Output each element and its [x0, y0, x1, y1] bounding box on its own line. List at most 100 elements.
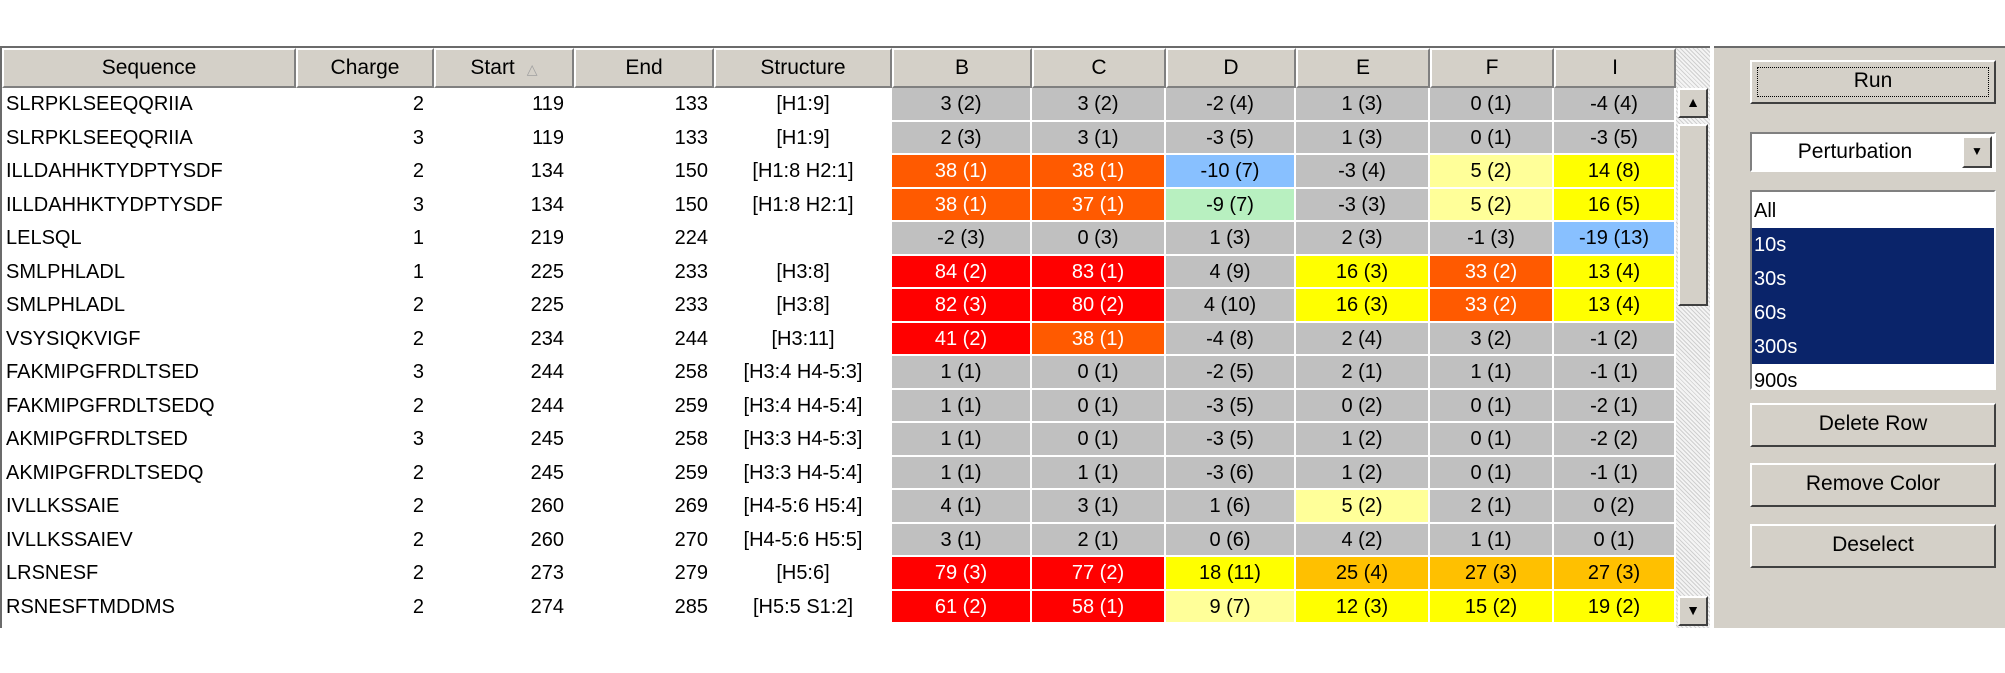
value-cell[interactable]: 25 (4) [1296, 557, 1430, 591]
value-cell[interactable]: 4 (1) [892, 490, 1032, 524]
table-row[interactable]: SMLPHLADL 2 225 233 [H3:8] 82 (3) 80 (2) 4 (10)… [2, 289, 1676, 323]
table-row[interactable]: LRSNESF 2 273 279 [H5:6] 79 (3) 77 (2) 18 (11) 2… [2, 557, 1676, 591]
value-cell[interactable]: 2 (4) [1296, 322, 1430, 356]
value-cell[interactable]: -2 (2) [1554, 423, 1676, 457]
table-row[interactable]: ILLDAHHKTYDPTYSDF 2 134 150 [H1:8 H2:1] 38 (1… [2, 155, 1676, 189]
value-cell[interactable]: 0 (1) [1430, 88, 1554, 122]
value-cell[interactable]: 0 (1) [1430, 456, 1554, 490]
value-cell[interactable]: 13 (4) [1554, 289, 1676, 323]
value-cell[interactable]: 3 (1) [1032, 490, 1166, 524]
value-cell[interactable]: 33 (2) [1430, 289, 1554, 323]
value-cell[interactable]: 0 (1) [1032, 356, 1166, 390]
value-cell[interactable]: 41 (2) [892, 322, 1032, 356]
value-cell[interactable]: 0 (6) [1166, 523, 1296, 557]
value-cell[interactable]: 18 (11) [1166, 557, 1296, 591]
value-cell[interactable]: 0 (2) [1296, 389, 1430, 423]
value-cell[interactable]: 2 (1) [1430, 490, 1554, 524]
value-cell[interactable]: 1 (1) [892, 389, 1032, 423]
value-cell[interactable]: 38 (1) [1032, 322, 1166, 356]
value-cell[interactable]: -10 (7) [1166, 155, 1296, 189]
value-cell[interactable]: -2 (1) [1554, 389, 1676, 423]
value-cell[interactable]: 16 (5) [1554, 188, 1676, 222]
value-cell[interactable]: -3 (5) [1166, 423, 1296, 457]
value-cell[interactable]: 1 (1) [892, 356, 1032, 390]
value-cell[interactable]: 58 (1) [1032, 590, 1166, 624]
column-header-end[interactable]: End [574, 48, 714, 88]
column-header-structure[interactable]: Structure [714, 48, 892, 88]
table-row[interactable]: SLRPKLSEEQQRIIA 2 119 133 [H1:9] 3 (2) 3 (2) -2… [2, 88, 1676, 122]
value-cell[interactable]: 1 (2) [1296, 456, 1430, 490]
value-cell[interactable]: 15 (2) [1430, 590, 1554, 624]
value-cell[interactable]: 16 (3) [1296, 289, 1430, 323]
value-cell[interactable]: -4 (4) [1554, 88, 1676, 122]
value-cell[interactable]: 0 (1) [1430, 389, 1554, 423]
column-header-i[interactable]: I [1554, 48, 1676, 88]
value-cell[interactable]: 0 (1) [1430, 121, 1554, 155]
value-cell[interactable]: 3 (1) [1032, 121, 1166, 155]
value-cell[interactable]: 3 (2) [1032, 88, 1166, 122]
value-cell[interactable]: 27 (3) [1430, 557, 1554, 591]
column-header-f[interactable]: F [1430, 48, 1554, 88]
table-row[interactable]: AKMIPGFRDLTSEDQ 2 245 259 [H3:3 H4-5:4] 1 (1)… [2, 456, 1676, 490]
mode-select[interactable]: Perturbation ▼ [1750, 132, 1996, 172]
value-cell[interactable]: 4 (9) [1166, 255, 1296, 289]
value-cell[interactable]: 5 (2) [1430, 155, 1554, 189]
value-cell[interactable]: -3 (4) [1296, 155, 1430, 189]
value-cell[interactable]: 1 (1) [1430, 523, 1554, 557]
value-cell[interactable]: 4 (2) [1296, 523, 1430, 557]
table-row[interactable]: IVLLKSSAIEV 2 260 270 [H4-5:6 H5:5] 3 (1) 2 (1… [2, 523, 1676, 557]
deselect-button[interactable]: Deselect [1750, 524, 1996, 568]
value-cell[interactable]: -3 (3) [1296, 188, 1430, 222]
time-point-list[interactable]: All10s30s60s300s900s3600s [1750, 190, 1996, 426]
dropdown-arrow-icon[interactable]: ▼ [1962, 136, 1992, 168]
value-cell[interactable]: 3 (1) [892, 523, 1032, 557]
run-button[interactable]: Run [1750, 60, 1996, 104]
value-cell[interactable]: -1 (1) [1554, 456, 1676, 490]
column-header-e[interactable]: E [1296, 48, 1430, 88]
value-cell[interactable]: 0 (1) [1032, 389, 1166, 423]
time-list-item[interactable]: 30s [1752, 262, 1994, 296]
time-list-item[interactable]: 900s [1754, 370, 1798, 392]
time-list-item[interactable]: 60s [1752, 296, 1994, 330]
value-cell[interactable]: 37 (1) [1032, 188, 1166, 222]
column-header-sequence[interactable]: Sequence [2, 48, 296, 88]
value-cell[interactable]: 2 (3) [1296, 222, 1430, 256]
value-cell[interactable]: 38 (1) [892, 188, 1032, 222]
column-header-start[interactable]: Start △ [434, 48, 574, 88]
value-cell[interactable]: 14 (8) [1554, 155, 1676, 189]
value-cell[interactable]: -3 (5) [1166, 121, 1296, 155]
value-cell[interactable]: -2 (5) [1166, 356, 1296, 390]
time-list-item[interactable]: 10s [1752, 228, 1994, 262]
table-row[interactable]: AKMIPGFRDLTSED 3 245 258 [H3:3 H4-5:3] 1 (1) 0… [2, 423, 1676, 457]
table-row[interactable]: SLRPKLSEEQQRIIA 3 119 133 [H1:9] 2 (3) 3 (1) -3… [2, 121, 1676, 155]
value-cell[interactable]: 27 (3) [1554, 557, 1676, 591]
value-cell[interactable]: 3 (2) [892, 88, 1032, 122]
value-cell[interactable]: 1 (6) [1166, 490, 1296, 524]
value-cell[interactable]: 84 (2) [892, 255, 1032, 289]
value-cell[interactable]: 19 (2) [1554, 590, 1676, 624]
value-cell[interactable]: -4 (8) [1166, 322, 1296, 356]
value-cell[interactable]: 2 (1) [1032, 523, 1166, 557]
column-header-charge[interactable]: Charge [296, 48, 434, 88]
value-cell[interactable]: 0 (3) [1032, 222, 1166, 256]
remove-color-button[interactable]: Remove Color [1750, 463, 1996, 507]
value-cell[interactable]: 3 (2) [1430, 322, 1554, 356]
table-row[interactable]: VSYSIQKVIGF 2 234 244 [H3:11] 41 (2) 38 (1) -4 … [2, 322, 1676, 356]
scroll-down-arrow-icon[interactable]: ▼ [1678, 596, 1708, 626]
value-cell[interactable]: 61 (2) [892, 590, 1032, 624]
value-cell[interactable]: -3 (5) [1166, 389, 1296, 423]
value-cell[interactable]: -3 (6) [1166, 456, 1296, 490]
value-cell[interactable]: 1 (1) [892, 456, 1032, 490]
table-row[interactable]: FAKMIPGFRDLTSED 3 244 258 [H3:4 H4-5:3] 1 (1)… [2, 356, 1676, 390]
value-cell[interactable]: 9 (7) [1166, 590, 1296, 624]
time-list-item[interactable]: 300s [1752, 330, 1994, 364]
value-cell[interactable]: -9 (7) [1166, 188, 1296, 222]
table-row[interactable]: LELSQL 1 219 224 -2 (3) 0 (3) 1 (3) 2 (3) -1 (3)… [2, 222, 1676, 256]
value-cell[interactable]: 1 (1) [892, 423, 1032, 457]
value-cell[interactable]: -2 (4) [1166, 88, 1296, 122]
value-cell[interactable]: -2 (3) [892, 222, 1032, 256]
value-cell[interactable]: -19 (13) [1554, 222, 1676, 256]
column-header-d[interactable]: D [1166, 48, 1296, 88]
value-cell[interactable]: 1 (3) [1296, 121, 1430, 155]
value-cell[interactable]: -1 (3) [1430, 222, 1554, 256]
